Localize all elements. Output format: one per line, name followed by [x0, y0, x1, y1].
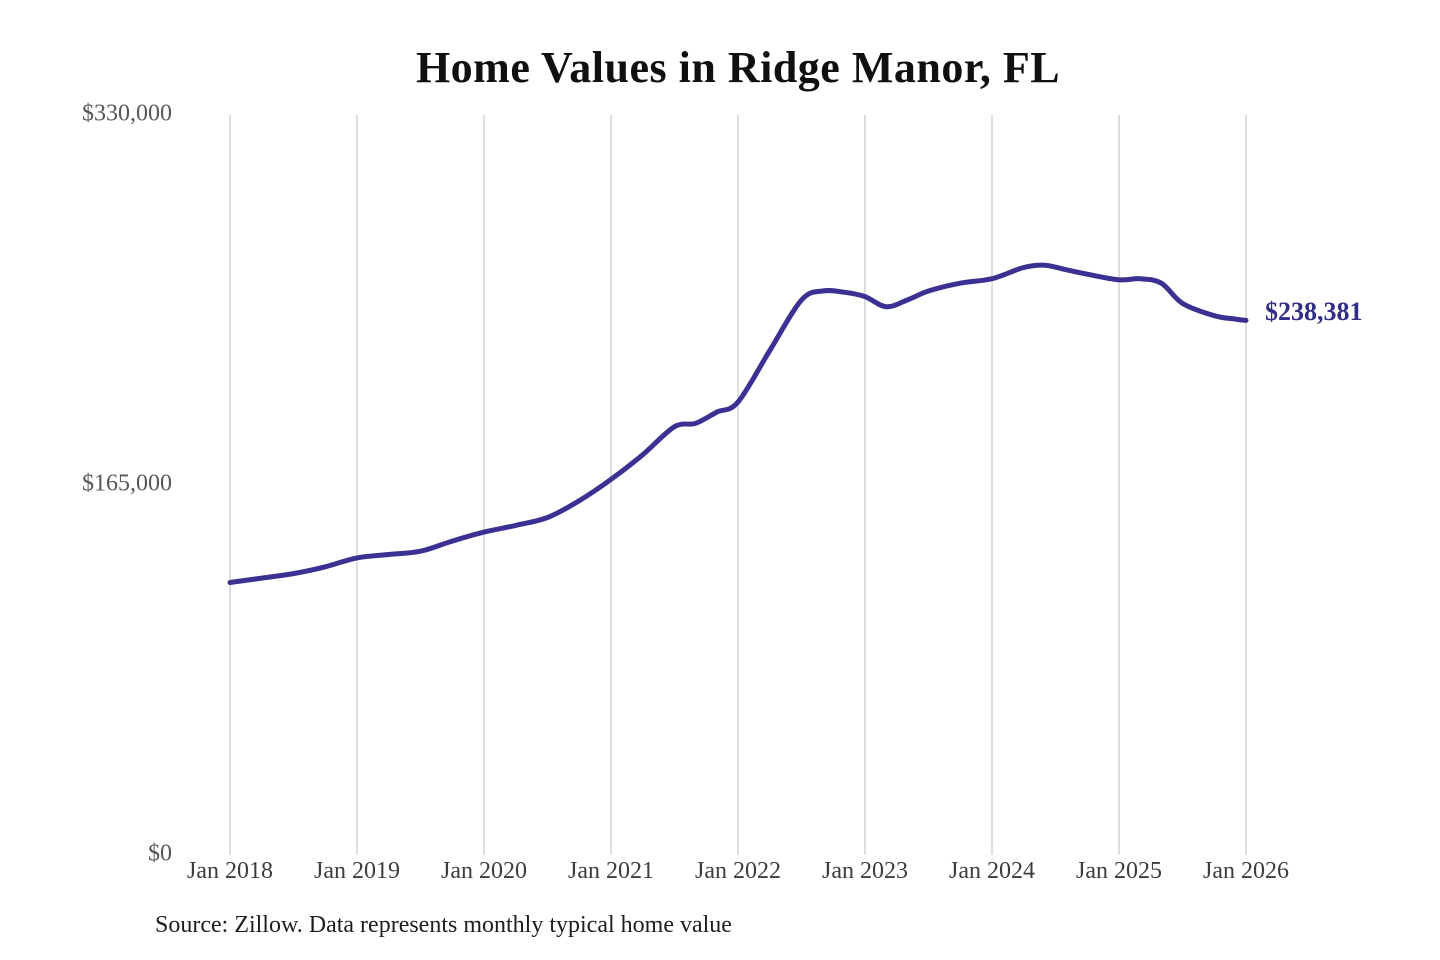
- x-axis-label: Jan 2023: [822, 858, 908, 884]
- x-axis-label: Jan 2019: [314, 858, 400, 884]
- gridlines: [229, 115, 1247, 855]
- y-axis-label: $0: [148, 840, 172, 867]
- y-axis-label: $330,000: [82, 100, 172, 127]
- x-axis-label: Jan 2026: [1203, 858, 1289, 884]
- source-note: Source: Zillow. Data represents monthly …: [155, 912, 732, 938]
- x-axis-label: Jan 2025: [1076, 858, 1162, 884]
- home-value-line: [227, 262, 1249, 585]
- x-axis-label: Jan 2018: [187, 858, 273, 884]
- x-axis-label: Jan 2022: [695, 858, 781, 884]
- x-axis-label: Jan 2020: [441, 858, 527, 884]
- latest-value-label: $238,381: [1265, 297, 1363, 327]
- y-axis-label: $165,000: [82, 470, 172, 497]
- x-axis-label: Jan 2024: [949, 858, 1035, 884]
- chart-title: Home Values in Ridge Manor, FL: [415, 43, 1061, 92]
- x-axis-label: Jan 2021: [568, 858, 654, 884]
